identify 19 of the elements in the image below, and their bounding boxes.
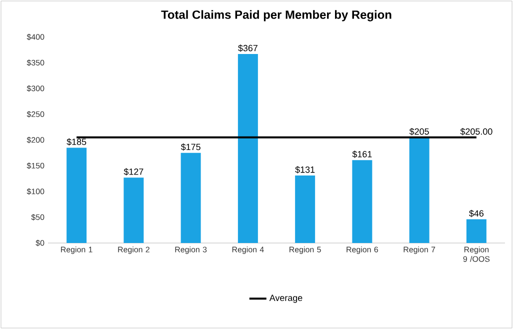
data-label: $131 bbox=[295, 166, 315, 174]
bar bbox=[238, 54, 258, 243]
data-label: $205.00 bbox=[460, 128, 492, 136]
data-label: $367 bbox=[238, 44, 258, 52]
bar bbox=[295, 176, 316, 243]
data-label: $127 bbox=[124, 168, 144, 176]
bar bbox=[409, 137, 430, 243]
data-label: $175 bbox=[180, 143, 200, 151]
data-label: $185 bbox=[66, 138, 86, 146]
chart-title: Total Claims Paid per Member by Region bbox=[161, 10, 392, 22]
data-label: $46 bbox=[469, 210, 484, 218]
bar bbox=[466, 219, 486, 243]
bar bbox=[66, 148, 87, 243]
bar bbox=[180, 152, 201, 243]
legend-label: Average bbox=[269, 294, 302, 303]
data-label: $205 bbox=[409, 128, 429, 136]
bar bbox=[352, 160, 372, 243]
bar bbox=[124, 178, 144, 243]
data-label: $161 bbox=[352, 150, 372, 158]
